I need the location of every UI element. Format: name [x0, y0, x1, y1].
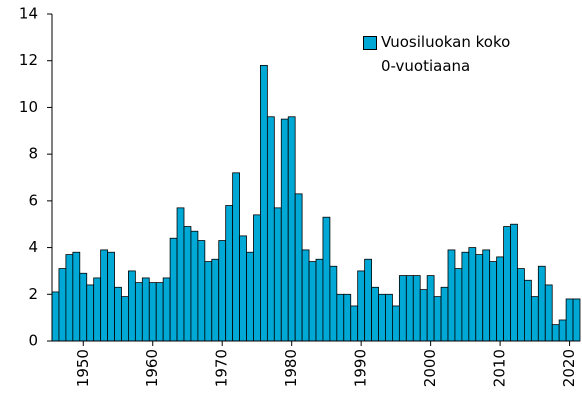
bar — [266, 116, 275, 342]
bar — [280, 118, 289, 342]
y-tick-label: 4 — [28, 238, 38, 256]
bar — [232, 172, 240, 342]
y-tick-label: 6 — [28, 191, 38, 209]
bar — [412, 275, 421, 342]
bar — [183, 226, 192, 342]
bar — [72, 251, 81, 342]
bar — [343, 293, 352, 342]
bar — [225, 205, 234, 342]
bar — [169, 237, 178, 342]
bar — [155, 282, 164, 342]
x-tick-label: 1960 — [143, 349, 161, 387]
bar — [385, 293, 393, 342]
bar — [461, 251, 470, 342]
bar — [128, 270, 136, 342]
bar — [65, 254, 74, 342]
bar — [496, 256, 504, 342]
bar — [565, 298, 574, 342]
bar — [378, 293, 386, 342]
x-tick-label: 1990 — [352, 349, 370, 387]
bar — [468, 247, 477, 342]
y-tick-label: 14 — [19, 5, 38, 23]
legend-swatch — [363, 36, 377, 50]
bar — [336, 293, 345, 342]
bar — [426, 275, 435, 342]
bar — [572, 298, 581, 342]
bar — [551, 324, 560, 342]
bar — [239, 235, 247, 342]
bar — [398, 275, 407, 342]
bar — [204, 261, 213, 342]
bar — [58, 268, 67, 342]
bar — [489, 261, 498, 342]
bar — [447, 249, 456, 342]
x-tick-label: 1970 — [213, 349, 231, 387]
bar — [322, 216, 331, 342]
y-tick-label: 0 — [28, 332, 38, 350]
bar — [121, 296, 129, 342]
bar — [86, 284, 95, 342]
bar — [392, 305, 400, 342]
bar — [357, 270, 366, 342]
bar — [530, 296, 539, 342]
bar — [475, 254, 484, 342]
y-tick-label: 12 — [19, 51, 38, 69]
bar — [537, 265, 546, 342]
bar — [315, 258, 324, 342]
bar — [190, 230, 199, 342]
bar — [482, 249, 491, 342]
bar — [524, 279, 532, 342]
y-tick-label: 2 — [28, 285, 38, 303]
bar — [454, 268, 463, 342]
bar — [176, 207, 185, 342]
bar — [197, 240, 206, 342]
bar — [510, 223, 518, 342]
bar — [100, 249, 108, 342]
bar — [364, 258, 372, 342]
bar — [371, 286, 379, 342]
bar — [419, 289, 428, 342]
bar — [148, 282, 157, 342]
bar — [51, 291, 60, 342]
y-tick-label: 8 — [28, 145, 38, 163]
bar — [544, 284, 553, 342]
bar — [260, 64, 268, 342]
bar — [433, 296, 442, 342]
x-tick-label: 2010 — [491, 349, 509, 387]
bar — [107, 251, 115, 342]
x-tick-label: 1950 — [74, 349, 92, 387]
bar — [162, 277, 171, 342]
bar — [440, 286, 449, 342]
bar — [211, 258, 220, 342]
legend: Vuosiluokan koko 0-vuotiaana — [363, 30, 523, 78]
bar — [114, 286, 122, 342]
x-tick-label: 1980 — [282, 349, 300, 387]
x-tick-label: 2020 — [560, 349, 578, 387]
bar — [308, 261, 317, 342]
bar — [287, 116, 296, 342]
legend-label: Vuosiluokan koko 0-vuotiaana — [381, 33, 511, 75]
bar — [93, 277, 102, 342]
bar — [558, 319, 567, 342]
bar — [253, 214, 261, 342]
bar — [405, 275, 414, 342]
bar — [294, 193, 303, 342]
y-tick-label: 10 — [19, 98, 38, 116]
bar — [329, 265, 338, 342]
bar — [503, 226, 511, 342]
bar — [246, 251, 254, 342]
x-tick-label: 2000 — [421, 349, 439, 387]
bar — [141, 277, 150, 342]
bar — [350, 305, 359, 342]
bar — [218, 240, 227, 342]
bar — [273, 207, 282, 342]
bar — [134, 282, 143, 342]
bar — [517, 268, 525, 342]
bar — [79, 272, 88, 342]
bar — [301, 249, 310, 342]
